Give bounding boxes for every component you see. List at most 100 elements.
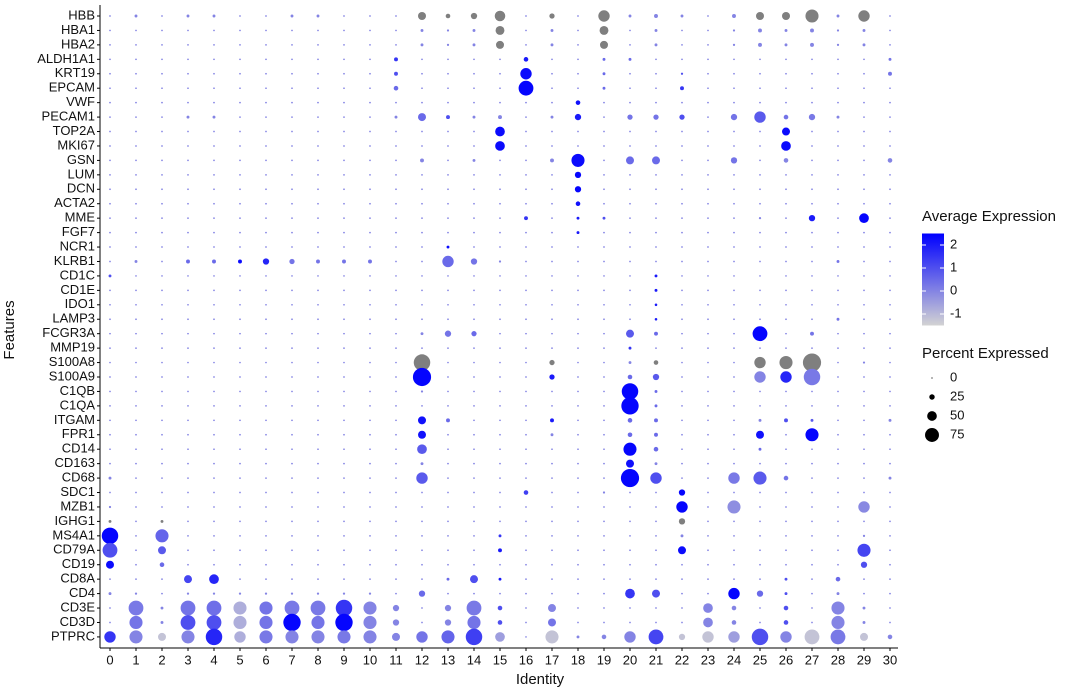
- dot: [265, 303, 267, 306]
- dot: [863, 58, 865, 61]
- dot: [655, 520, 657, 523]
- dot: [187, 130, 189, 133]
- dot: [785, 289, 787, 292]
- dot: [135, 520, 137, 523]
- dot: [265, 145, 267, 147]
- dot: [187, 72, 189, 75]
- dot: [109, 390, 111, 393]
- dot: [551, 217, 553, 220]
- dot: [343, 188, 345, 191]
- dot: [629, 101, 631, 104]
- dot: [759, 534, 761, 537]
- dot: [860, 632, 868, 641]
- dot: [317, 448, 319, 451]
- dot: [525, 376, 527, 378]
- dot: [473, 563, 475, 566]
- dot: [653, 360, 659, 365]
- dot: [733, 347, 735, 349]
- dot: [733, 563, 735, 566]
- dot: [135, 303, 137, 306]
- dot: [545, 630, 559, 644]
- dot: [733, 130, 735, 133]
- dot: [654, 389, 658, 393]
- dot: [395, 390, 397, 393]
- dot: [135, 173, 137, 176]
- dot: [369, 116, 371, 118]
- dot: [525, 202, 527, 205]
- dot: [759, 260, 761, 263]
- dot: [239, 549, 241, 552]
- dot: [548, 618, 556, 627]
- dot: [499, 72, 501, 75]
- dot: [626, 329, 634, 338]
- dot: [239, 58, 241, 61]
- dot: [310, 600, 326, 616]
- dot: [187, 159, 189, 162]
- dot: [369, 390, 371, 393]
- dot: [495, 126, 505, 137]
- dot: [837, 549, 839, 552]
- dot: [654, 432, 658, 437]
- dot: [291, 534, 293, 537]
- dot: [369, 72, 371, 75]
- dot: [837, 217, 839, 220]
- dot: [369, 246, 371, 248]
- dot: [317, 332, 319, 335]
- dot: [473, 390, 475, 393]
- dot: [413, 354, 431, 371]
- dot: [109, 260, 111, 263]
- dot: [863, 491, 865, 494]
- dot: [811, 390, 813, 393]
- dot: [577, 260, 579, 263]
- dot: [707, 578, 709, 581]
- dot: [135, 534, 137, 537]
- dot: [520, 68, 532, 80]
- dot: [525, 159, 527, 162]
- dot: [730, 157, 738, 164]
- dot: [525, 44, 527, 46]
- dot: [499, 87, 501, 90]
- dot: [187, 246, 189, 248]
- dot: [707, 347, 709, 349]
- dot: [603, 477, 605, 479]
- dot: [603, 405, 605, 407]
- dot: [447, 202, 449, 205]
- dot: [754, 356, 766, 369]
- dot: [551, 202, 553, 205]
- dot: [551, 145, 553, 147]
- dot: [395, 260, 397, 263]
- dot: [525, 534, 527, 537]
- dot: [731, 605, 737, 611]
- dot: [759, 549, 761, 552]
- dot: [863, 275, 865, 277]
- dot: [418, 430, 426, 439]
- dot: [551, 188, 553, 191]
- dot: [161, 376, 163, 378]
- dot: [239, 361, 241, 364]
- dot: [889, 101, 891, 104]
- dot: [265, 173, 267, 176]
- dot: [109, 405, 111, 407]
- dot: [629, 621, 631, 624]
- dot: [655, 231, 657, 234]
- dot: [837, 246, 839, 248]
- dot: [784, 577, 788, 581]
- dot: [551, 491, 553, 494]
- dot: [213, 448, 215, 451]
- dot: [239, 289, 241, 292]
- dot: [134, 592, 138, 595]
- dot: [499, 520, 501, 523]
- dot: [291, 275, 293, 277]
- dot: [213, 491, 215, 494]
- dot: [811, 145, 813, 147]
- dot: [551, 303, 553, 306]
- dot: [467, 615, 481, 630]
- y-tick-label: HBA1: [61, 22, 95, 37]
- dot: [108, 505, 112, 509]
- dot: [395, 347, 397, 349]
- dot: [233, 601, 247, 615]
- dot: [655, 506, 657, 508]
- dot: [577, 72, 579, 75]
- dot: [447, 318, 449, 321]
- dot: [707, 101, 709, 104]
